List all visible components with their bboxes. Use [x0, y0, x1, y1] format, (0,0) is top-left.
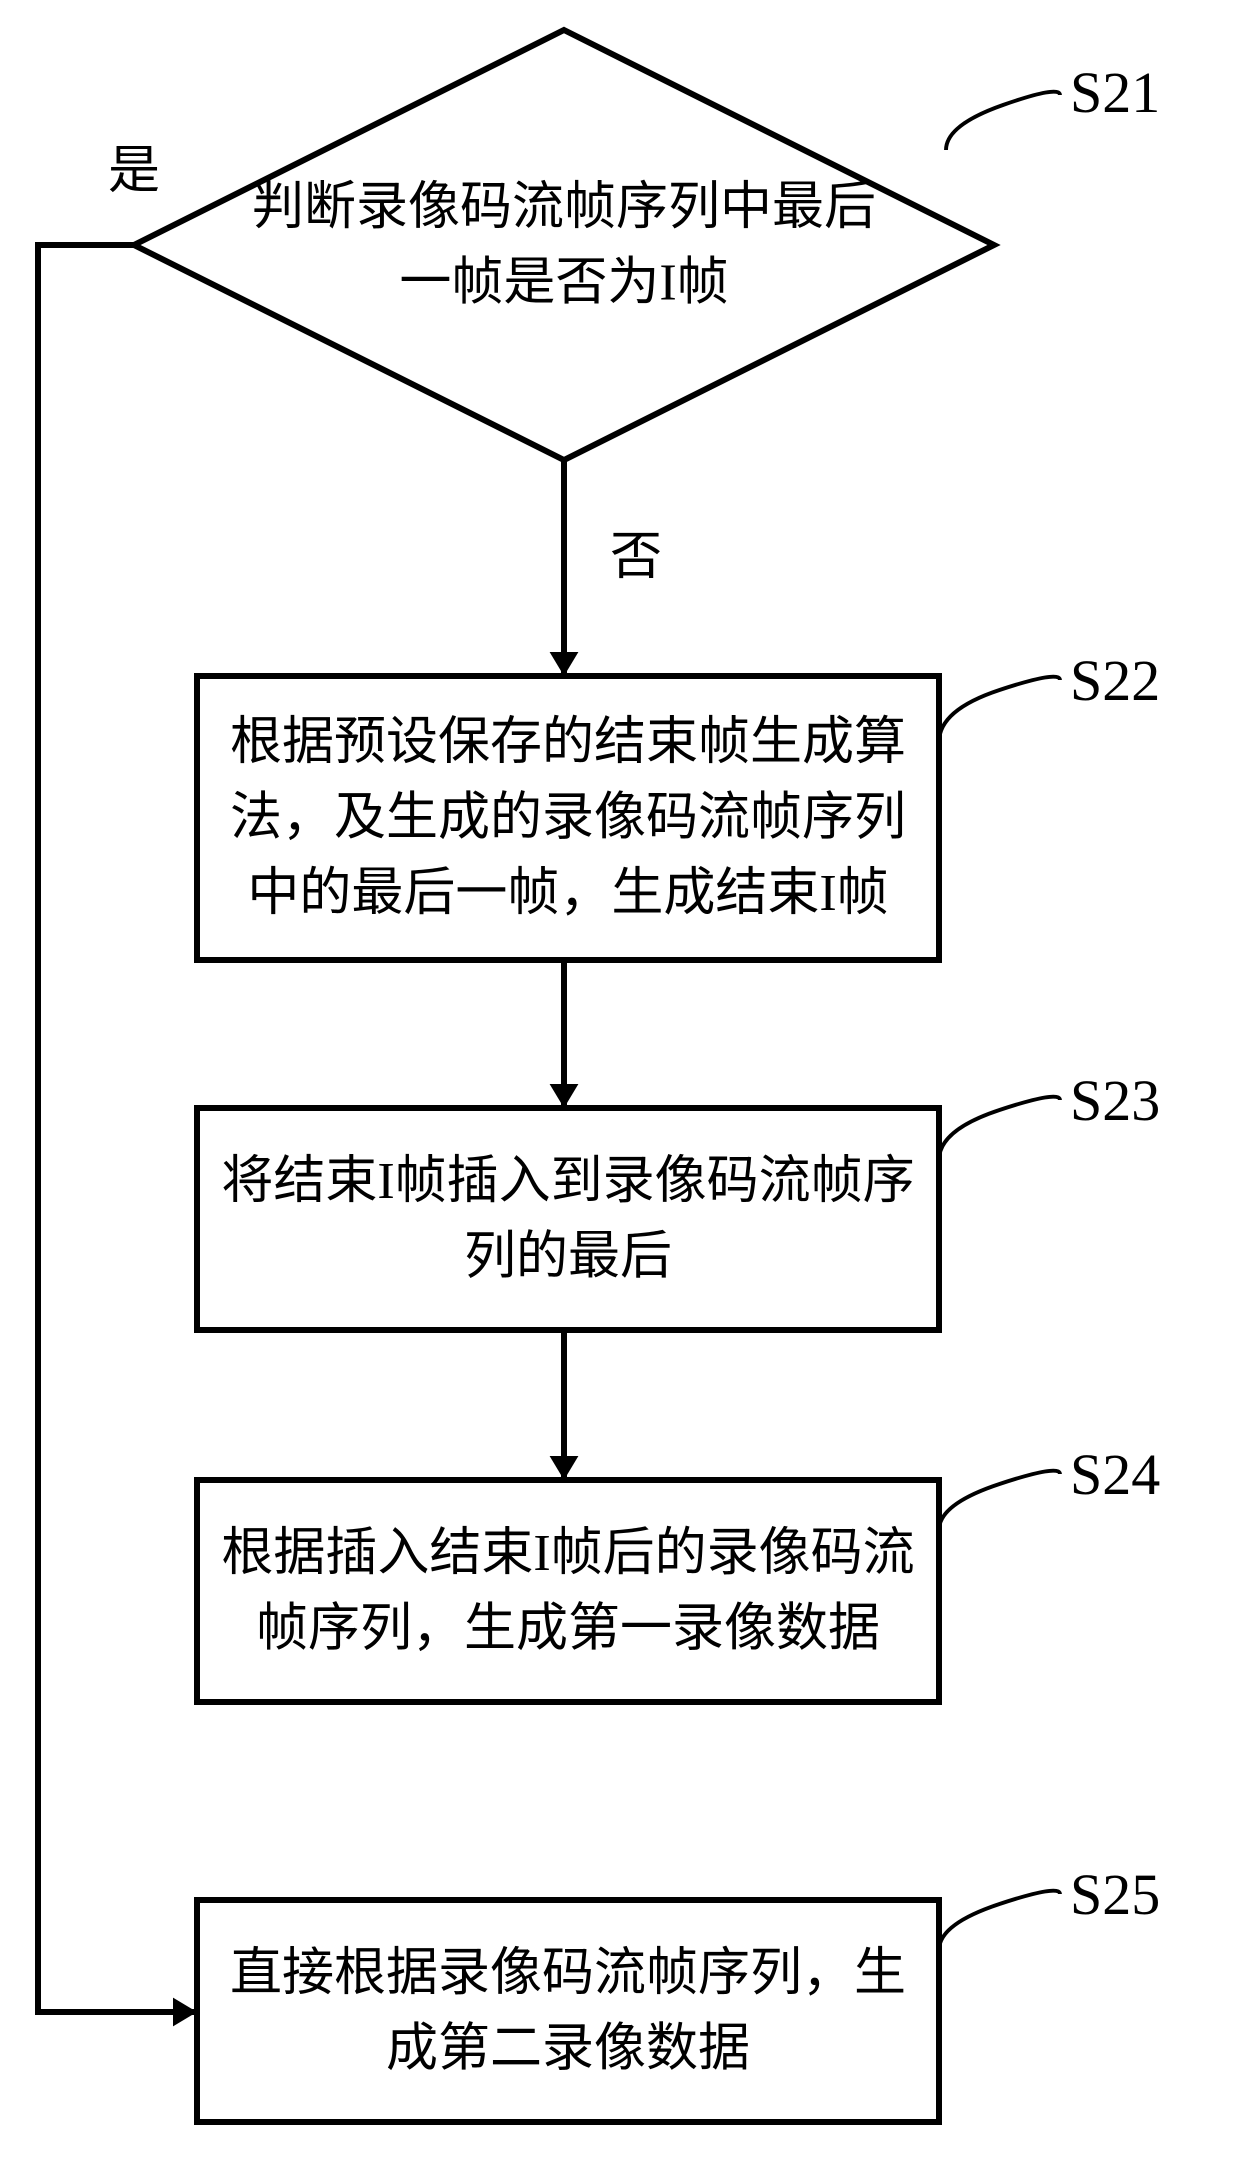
box-text: 帧序列，生成第一录像数据 — [256, 1600, 880, 1657]
box-text: 中的最后一帧，生成结束I帧 — [247, 865, 888, 922]
step-label: S24 — [1070, 1442, 1160, 1507]
box-text: 将结束I帧插入到录像码流帧序 — [221, 1153, 914, 1210]
diamond-text: 判断录像码流帧序列中最后 — [252, 179, 876, 236]
diamond-text: 一帧是否为I帧 — [399, 254, 728, 311]
label-connector — [939, 1891, 1060, 1950]
box-text: 根据预设保存的结束帧生成算 — [230, 714, 906, 771]
box-text: 根据插入结束I帧后的录像码流 — [221, 1525, 914, 1582]
box-text: 直接根据录像码流帧序列，生 — [230, 1945, 906, 2002]
process-box — [197, 1480, 939, 1702]
label-connector — [939, 1471, 1060, 1530]
box-text: 法，及生成的录像码流帧序列 — [230, 790, 906, 847]
edge-label: 否 — [610, 529, 662, 586]
step-label: S23 — [1070, 1068, 1160, 1133]
label-connector — [946, 92, 1060, 150]
decision-diamond — [134, 30, 994, 460]
step-label: S25 — [1070, 1862, 1160, 1927]
arrow-head — [173, 1998, 197, 2027]
label-connector — [939, 677, 1060, 742]
arrow-head — [550, 1084, 579, 1108]
edge-label: 是 — [108, 143, 160, 200]
step-label: S21 — [1070, 60, 1160, 125]
process-box — [197, 1900, 939, 2122]
box-text: 列的最后 — [464, 1228, 672, 1285]
step-label: S22 — [1070, 648, 1160, 713]
box-text: 成第二录像数据 — [386, 2020, 750, 2077]
arrow-head — [550, 652, 579, 676]
flow-edge — [38, 245, 197, 2012]
arrow-head — [550, 1456, 579, 1480]
label-connector — [939, 1097, 1060, 1160]
process-box — [197, 1108, 939, 1330]
